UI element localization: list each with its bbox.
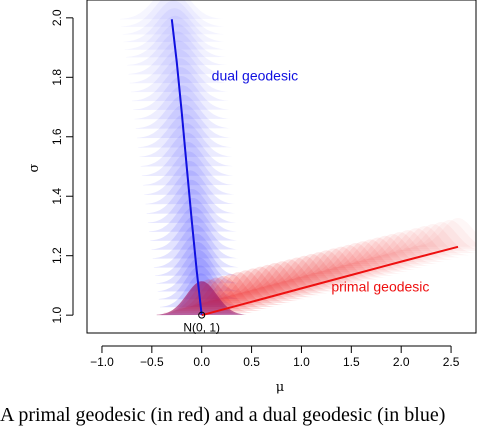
dual-density-curve xyxy=(139,123,233,158)
dual-density-curve xyxy=(130,58,229,93)
dual-density-curve xyxy=(144,160,235,195)
primal-density-curve xyxy=(252,257,342,290)
dual-density-curve xyxy=(157,257,241,292)
dual-density-curve xyxy=(136,104,232,139)
dual-density-curve xyxy=(135,94,231,129)
dual-density-curve xyxy=(133,76,230,111)
annotations: dual geodesic primal geodesic N(0, 1) xyxy=(183,67,429,334)
y-axis-label: σ xyxy=(27,163,42,172)
dual-density-curve xyxy=(120,0,224,20)
primal-density-curve xyxy=(371,228,462,258)
primal-density-curve xyxy=(200,270,291,304)
primal-density-curve xyxy=(310,243,401,274)
primal-density-curve xyxy=(387,224,476,254)
dual-density-curve xyxy=(141,141,234,176)
x-axis-label: μ xyxy=(276,380,284,395)
primal-density-curve xyxy=(266,253,357,286)
dual-density-curve xyxy=(146,179,236,214)
geodesic-chart: −1.0 −0.5 0.0 0.5 1.0 1.5 2.0 2.5 1.0 1.2 1.4 1.6 1.… xyxy=(27,0,477,395)
origin-label: N(0, 1) xyxy=(183,321,220,335)
y-tick-label: 1.4 xyxy=(50,188,64,205)
origin-density-curve xyxy=(156,281,247,316)
dual-density-curve xyxy=(149,197,237,232)
primal-density-curve xyxy=(288,248,379,280)
dual-density-curve xyxy=(138,113,232,148)
density-curves xyxy=(120,0,476,316)
dual-density-curve xyxy=(143,151,234,186)
primal-density-curve xyxy=(222,264,313,298)
axes: −1.0 −0.5 0.0 0.5 1.0 1.5 2.0 2.5 1.0 1.2 1.4 1.6 1.… xyxy=(50,9,460,369)
x-tick-label: 1.5 xyxy=(343,355,360,369)
dual-density-curve xyxy=(132,67,229,102)
primal-density-curve xyxy=(325,239,416,270)
dual-density-curve xyxy=(140,132,233,167)
primal-density-curve xyxy=(296,246,387,278)
y-tick-label: 1.2 xyxy=(50,247,64,264)
dual-density-curve xyxy=(123,8,226,43)
primal-density-curve xyxy=(340,235,431,266)
y-tick-label: 1.0 xyxy=(50,306,64,323)
x-tick-label: −1.0 xyxy=(90,355,114,369)
dual-density-curve xyxy=(127,31,227,66)
primal-density-curve xyxy=(237,261,328,294)
dual-geodesic-line xyxy=(170,19,203,316)
dual-density-curve xyxy=(129,49,228,84)
primal-density-curve xyxy=(208,268,298,302)
primal-density-curve xyxy=(362,230,453,260)
primal-density-curve xyxy=(332,237,423,268)
dual-density-curve xyxy=(128,40,228,75)
x-tick-label: 0.0 xyxy=(193,355,210,369)
primal-density-curve xyxy=(396,221,476,252)
primal-density-curve xyxy=(281,250,372,282)
primal-density-curve xyxy=(230,263,320,296)
dual-density-curve xyxy=(122,0,225,35)
dual-density-curve xyxy=(152,224,239,259)
primal-density-curve xyxy=(347,233,438,265)
primal-density-curve xyxy=(215,266,306,300)
dual-density-curve xyxy=(121,0,225,27)
primal-geodesic-label: primal geodesic xyxy=(331,278,429,294)
primal-density-curve xyxy=(274,252,365,284)
dual-density-curve xyxy=(147,189,237,223)
dual-density-curve xyxy=(126,23,227,58)
primal-density-curve xyxy=(404,219,476,249)
dual-density-curve xyxy=(124,15,226,50)
dual-geodesic-label: dual geodesic xyxy=(212,67,298,83)
dual-density-curve xyxy=(150,206,238,241)
y-tick-label: 2.0 xyxy=(50,9,64,26)
dual-density-curve xyxy=(134,85,231,120)
x-tick-label: 0.5 xyxy=(243,355,260,369)
primal-density-curve xyxy=(354,232,445,263)
x-tick-label: −0.5 xyxy=(140,355,164,369)
x-tick-label: 2.5 xyxy=(443,355,460,369)
origin-point-marker xyxy=(198,311,206,319)
figure-caption: A primal geodesic (in red) and a dual ge… xyxy=(0,404,446,426)
y-tick-label: 1.6 xyxy=(50,128,64,145)
primal-density-curve xyxy=(303,244,394,276)
plot-frame xyxy=(86,0,477,334)
x-tick-label: 1.0 xyxy=(293,355,310,369)
dual-density-curve xyxy=(156,249,240,284)
primal-density-curve xyxy=(379,226,470,256)
geodesic-lines xyxy=(170,19,459,319)
primal-density-curve xyxy=(413,217,476,247)
primal-density-curve xyxy=(259,255,350,288)
primal-density-curve xyxy=(244,259,335,292)
primal-geodesic-line xyxy=(201,245,459,317)
x-tick-label: 2.0 xyxy=(393,355,410,369)
dual-density-curve xyxy=(155,241,240,276)
primal-density-curve xyxy=(318,241,409,272)
dual-density-curve xyxy=(151,215,238,250)
dual-density-curve xyxy=(145,170,236,205)
y-tick-label: 1.8 xyxy=(50,69,64,86)
dual-density-curve xyxy=(153,233,239,268)
